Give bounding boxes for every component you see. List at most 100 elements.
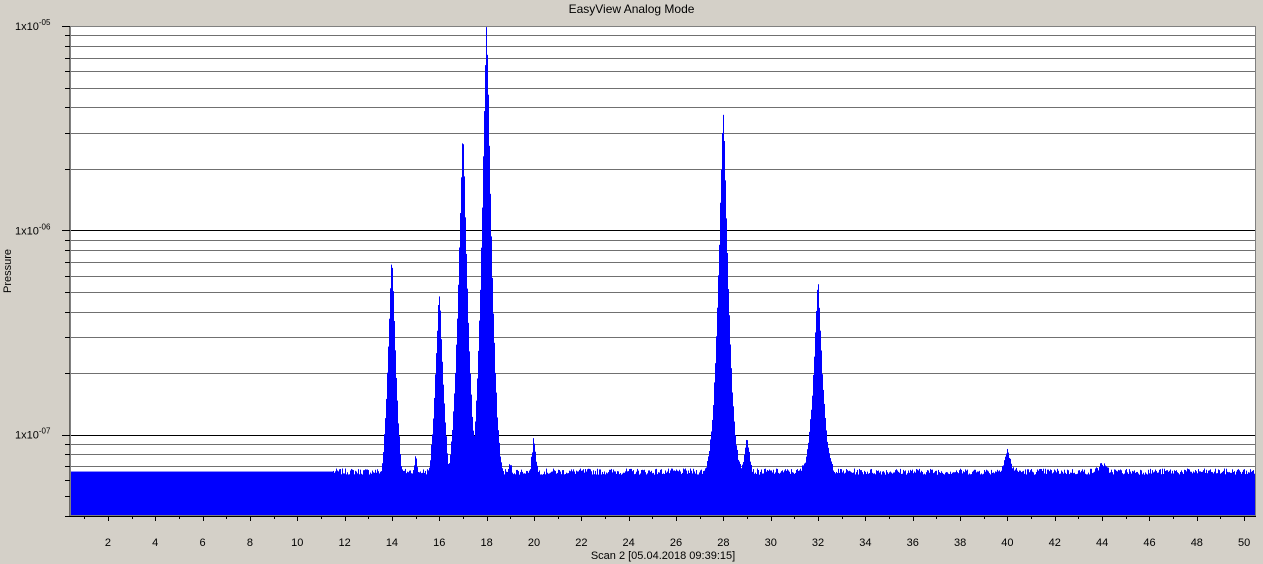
spectrum-bar xyxy=(1188,469,1189,516)
spectrum-bars[interactable] xyxy=(71,27,1256,517)
spectrum-bar xyxy=(1149,473,1150,516)
spectrum-bar xyxy=(712,419,713,516)
spectrum-bar xyxy=(1163,474,1164,516)
spectrum-bar xyxy=(455,372,456,516)
spectrum-bar xyxy=(694,471,695,516)
spectrum-bar xyxy=(1130,471,1131,516)
spectrum-bar xyxy=(1091,468,1092,516)
spectrum-bar xyxy=(127,471,128,516)
spectrum-bar xyxy=(1175,471,1176,516)
spectrum-bar xyxy=(1056,472,1057,516)
spectrum-bar xyxy=(273,471,274,516)
spectrum-bar xyxy=(613,469,614,516)
spectrum-bar xyxy=(566,472,567,516)
spectrum-bar xyxy=(223,471,224,516)
spectrum-bar xyxy=(576,470,577,516)
spectrum-bar xyxy=(636,471,637,516)
spectrum-bar xyxy=(1017,470,1018,516)
spectrum-bar xyxy=(1052,473,1053,516)
spectrum-bar xyxy=(857,469,858,516)
spectrum-bar xyxy=(845,472,846,516)
spectrum-bar xyxy=(769,469,770,516)
spectrum-bar xyxy=(168,471,169,516)
spectrum-bar xyxy=(1140,469,1141,516)
x-tick-label: 34 xyxy=(859,537,871,549)
spectrum-bar xyxy=(1131,473,1132,516)
spectrum-bar xyxy=(949,474,950,516)
spectrum-bar xyxy=(851,472,852,516)
spectrum-bar xyxy=(390,288,391,516)
spectrum-bar xyxy=(956,470,957,516)
spectrum-bar xyxy=(335,471,336,516)
spectrum-bar xyxy=(191,471,192,516)
spectrum-bar xyxy=(1211,471,1212,516)
spectrum-bar xyxy=(163,471,164,516)
spectrum-bar xyxy=(770,470,771,516)
spectrum-bar xyxy=(917,469,918,516)
spectrum-bar xyxy=(848,471,849,516)
spectrum-bar xyxy=(698,474,699,516)
spectrum-bar xyxy=(270,471,271,516)
spectrum-bar xyxy=(492,277,493,516)
spectrum-bar xyxy=(1162,468,1163,516)
spectrum-bar xyxy=(375,469,376,516)
spectrum-bar xyxy=(827,441,828,516)
spectrum-bar xyxy=(208,471,209,516)
spectrum-bar xyxy=(549,473,550,516)
spectrum-bar xyxy=(469,351,470,516)
spectrum-bar xyxy=(553,468,554,516)
spectrum-bar xyxy=(946,472,947,516)
spectrum-bar xyxy=(922,471,923,516)
spectrum-bar xyxy=(774,473,775,516)
spectrum-bar xyxy=(415,456,416,516)
spectrum-bar xyxy=(821,350,822,516)
spectrum-bar xyxy=(737,449,738,516)
spectrum-bar xyxy=(1116,470,1117,516)
spectrum-bar xyxy=(1160,469,1161,516)
spectrum-bar xyxy=(790,473,791,516)
spectrum-bar xyxy=(1108,467,1109,516)
spectrum-bar xyxy=(274,471,275,516)
spectrum-bar xyxy=(80,471,81,516)
spectrum-bar xyxy=(1119,470,1120,516)
spectrum-bar xyxy=(82,471,83,516)
spectrum-bar xyxy=(482,207,483,517)
spectrum-bar xyxy=(368,470,369,516)
spectrum-bar xyxy=(1000,471,1001,516)
spectrum-bar xyxy=(534,443,535,516)
spectrum-bar xyxy=(525,473,526,516)
spectrum-bar xyxy=(692,473,693,516)
spectrum-bar xyxy=(1102,464,1103,516)
spectrum-bar xyxy=(139,471,140,516)
spectrum-bar xyxy=(155,471,156,516)
spectrum-bar xyxy=(374,472,375,516)
spectrum-bar xyxy=(957,472,958,516)
spectrum-bar xyxy=(1174,470,1175,516)
spectrum-bar xyxy=(835,473,836,516)
spectrum-bar xyxy=(852,472,853,516)
spectrum-bar xyxy=(709,451,710,516)
spectrum-bar xyxy=(523,473,524,516)
spectrum-bar xyxy=(1029,472,1030,516)
spectrum-bar xyxy=(543,473,544,516)
spectrum-bar xyxy=(963,471,964,516)
spectrum-bar xyxy=(559,470,560,516)
spectrum-bar xyxy=(1113,474,1114,516)
spectrum-bar xyxy=(344,473,345,516)
spectrum-bar xyxy=(864,470,865,516)
spectrum-bar xyxy=(396,377,397,516)
spectrum-bar xyxy=(893,472,894,516)
spectrum-bar xyxy=(708,456,709,516)
spectrum-bar xyxy=(588,468,589,516)
spectrum-bar xyxy=(477,378,478,516)
spectrum-bar xyxy=(239,471,240,516)
spectrum-bar xyxy=(1224,468,1225,516)
spectrum-bar xyxy=(515,474,516,516)
spectrum-bar xyxy=(939,472,940,516)
spectrum-bar xyxy=(1062,471,1063,516)
spectrum-bar xyxy=(1033,472,1034,516)
spectrum-bar xyxy=(541,474,542,516)
spectrum-bar xyxy=(650,471,651,516)
spectrum-bar xyxy=(476,400,477,516)
spectrum-bar xyxy=(1201,472,1202,516)
